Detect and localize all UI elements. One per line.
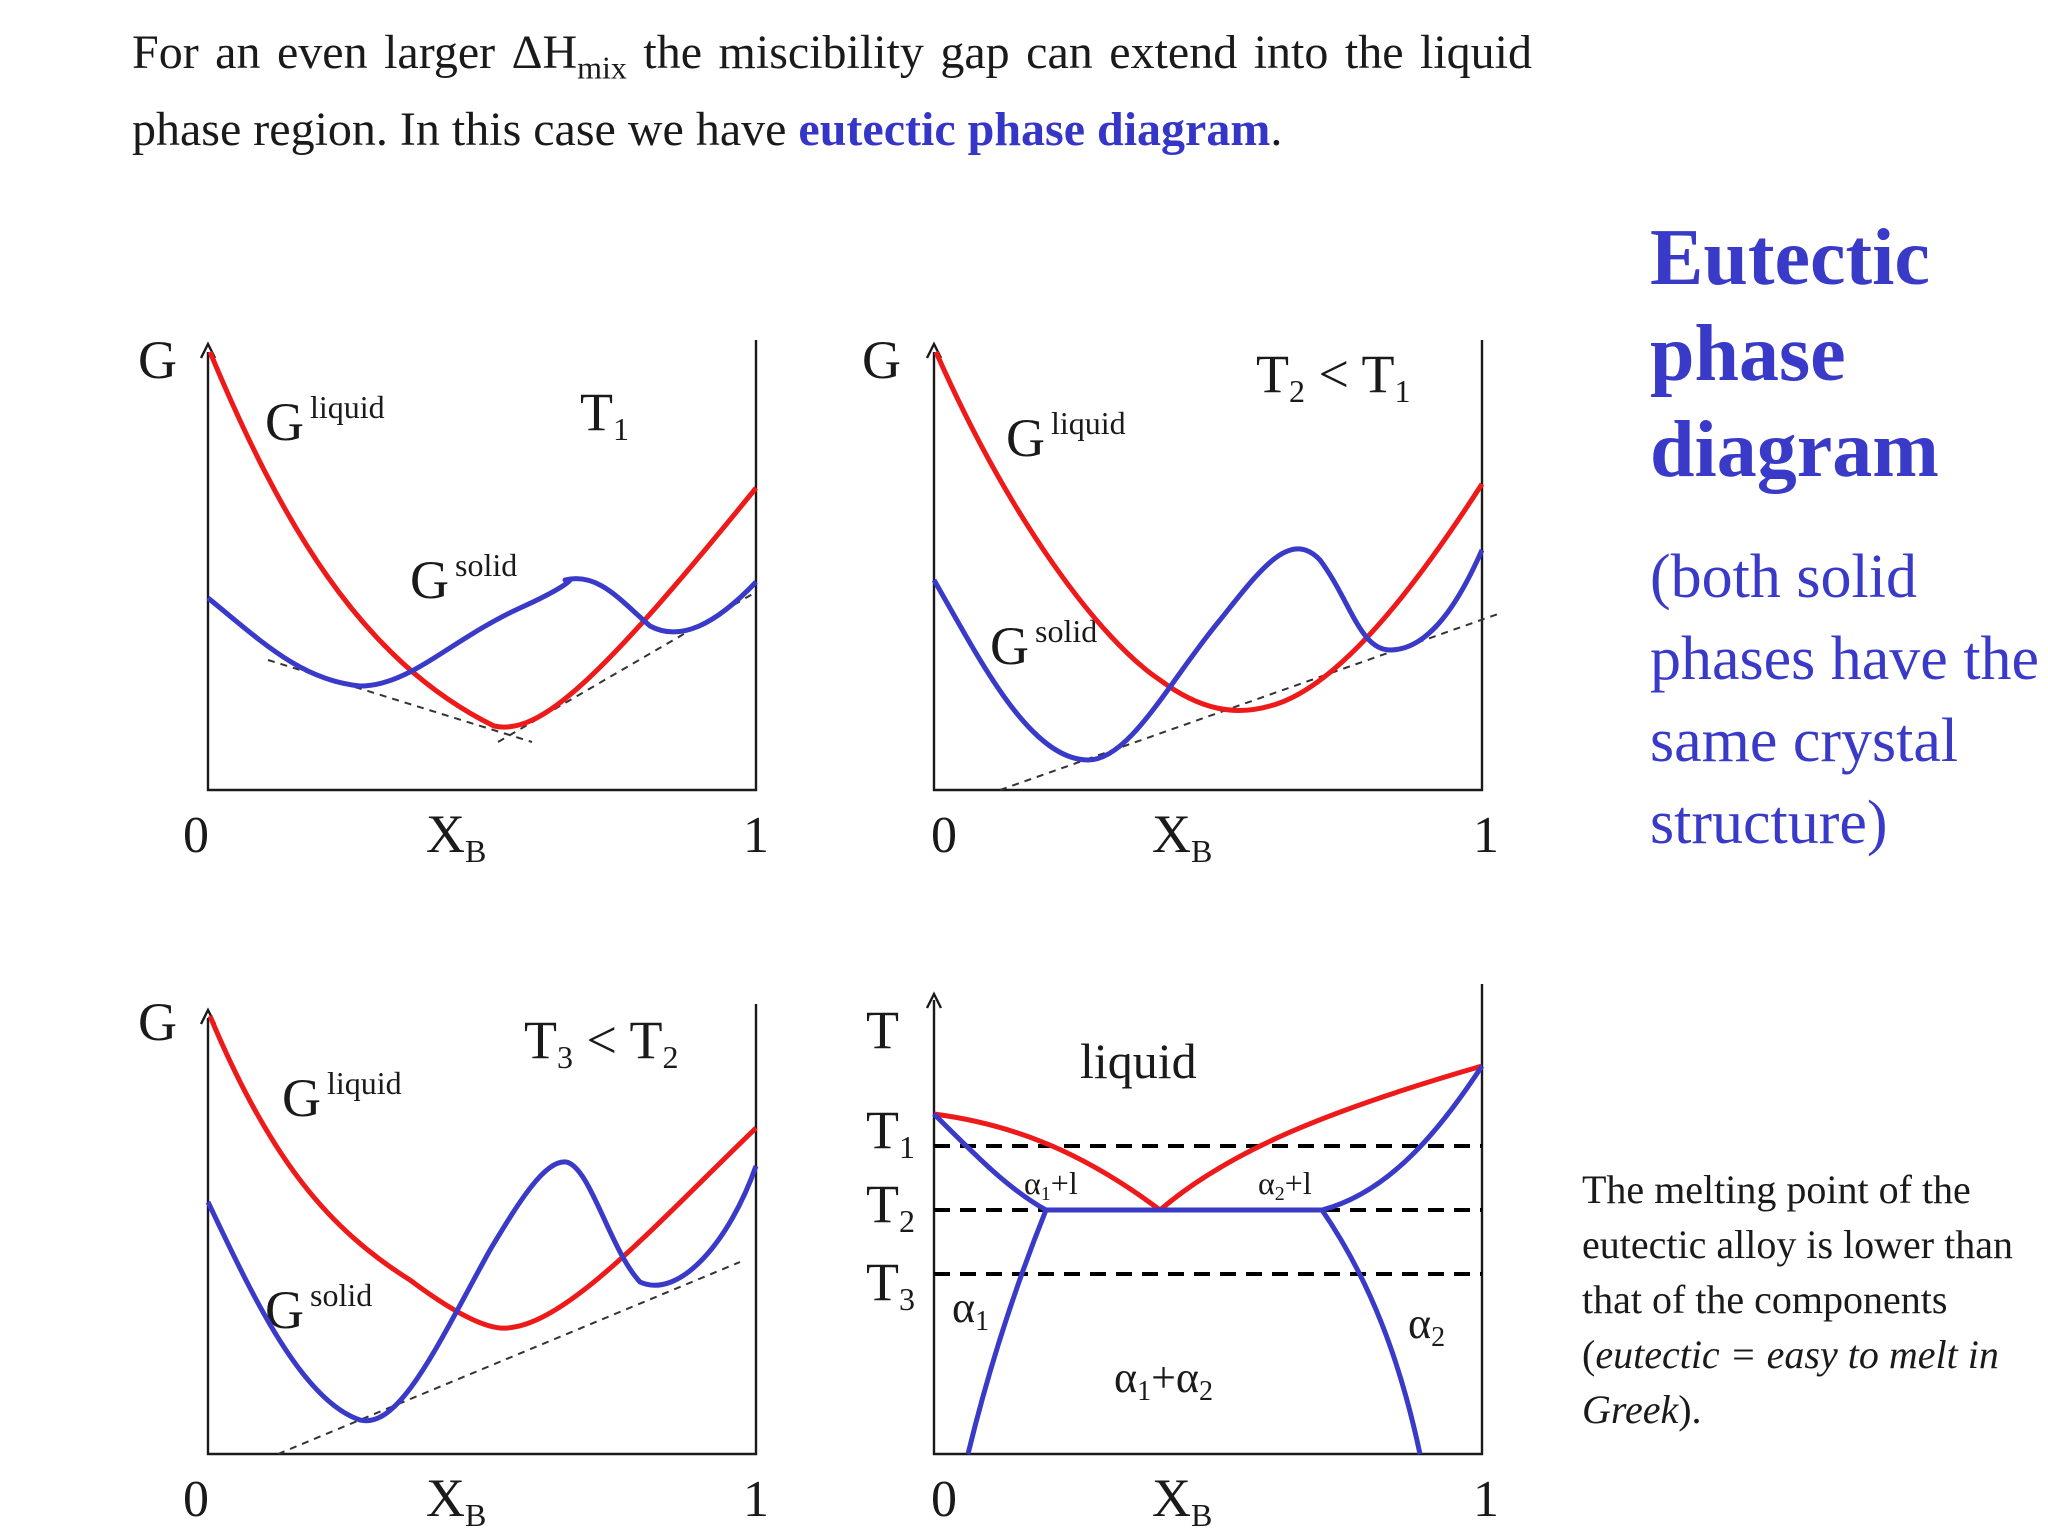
panel2-g-label: G <box>862 330 901 390</box>
panel4-alpha1-label: α1 <box>952 1283 989 1337</box>
panel3-gliquid-curve <box>207 1015 758 1331</box>
panel2-temp: T2 < T1 <box>1256 344 1410 409</box>
panel4-x-max: 1 <box>1473 1471 1499 1528</box>
panel4-liquid-region: liquid <box>1080 1033 1197 1089</box>
panel3-x-label: XB <box>426 1468 486 1533</box>
panel2-x-label: XB <box>1152 804 1212 869</box>
intro-paragraph: For an even larger ΔHmix the miscibility… <box>132 26 1533 156</box>
panel1-temp: T1 <box>580 382 629 447</box>
panel4-axes <box>932 984 1484 1456</box>
panel3-g-label: G <box>138 992 177 1052</box>
panel4-t2-label: T2 <box>866 1174 915 1239</box>
panel4-alpha2-label: α2 <box>1408 1299 1445 1353</box>
panel4-x-label: XB <box>1152 1468 1212 1533</box>
panel1-g-label: G <box>138 330 177 390</box>
panel3-tangent <box>277 1261 741 1455</box>
panel4-a1a2-label: α1+α2 <box>1114 1353 1213 1407</box>
panel3-gsolid-curve <box>205 1159 759 1424</box>
panel4-a2l-label: α2+l <box>1258 1165 1312 1205</box>
panel3-axes <box>206 1004 758 1456</box>
melting-caption: The melting point of the eutectic alloy … <box>1582 1167 2013 1432</box>
panel2-gsolid-curve <box>931 546 1485 763</box>
panel4-x-min: 0 <box>931 1471 957 1528</box>
panel4-liquidus-curve <box>933 1063 1483 1213</box>
panel2-tangent <box>999 613 1499 791</box>
panel4-t1-label: T1 <box>866 1100 915 1165</box>
panel-phase-diagram: T 0 1 XB liquid T1 T2 T3 α1+l α2+l α1 α2… <box>866 984 1499 1533</box>
title-line-3: diagram <box>1650 406 1939 494</box>
panel1-x-label: XB <box>426 804 486 869</box>
panel4-solvus-left <box>965 1209 1049 1455</box>
panel2-x-min: 0 <box>931 807 957 864</box>
panel1-x-min: 0 <box>183 807 209 864</box>
panel4-solidus-curve <box>932 1064 1485 1213</box>
panel3-x-max: 1 <box>743 1471 769 1528</box>
panel1-axes <box>206 340 758 792</box>
panel1-gliquid-curve <box>207 351 758 730</box>
panel1-gsolid-curve <box>206 576 758 689</box>
panel4-t3-label: T3 <box>866 1252 915 1317</box>
panel3-x-min: 0 <box>183 1471 209 1528</box>
mix-subscript: mix <box>577 49 627 86</box>
panel2-gliquid-curve <box>933 350 1485 713</box>
panel2-x-max: 1 <box>1473 807 1499 864</box>
panel4-a1l-label: α1+l <box>1024 1165 1078 1205</box>
panel4-solvus-right <box>1319 1208 1423 1455</box>
caption-italic: eutectic = easy to melt in Greek <box>1582 1332 1999 1432</box>
panel1-x-max: 1 <box>743 807 769 864</box>
sidebar-note: (both solid phases have the same crystal… <box>1650 543 2040 857</box>
title-line-1: Eutectic <box>1650 214 1930 302</box>
panel2-axes <box>932 340 1484 792</box>
highlight-eutectic: eutectic phase diagram <box>798 102 1271 156</box>
title-line-2: phase <box>1650 310 1846 398</box>
panel3-temp: T3 < T2 <box>524 1010 678 1075</box>
sidebar-title: Eutectic phase diagram <box>1650 210 2030 498</box>
panel4-t-axis-label: T <box>866 1000 899 1060</box>
